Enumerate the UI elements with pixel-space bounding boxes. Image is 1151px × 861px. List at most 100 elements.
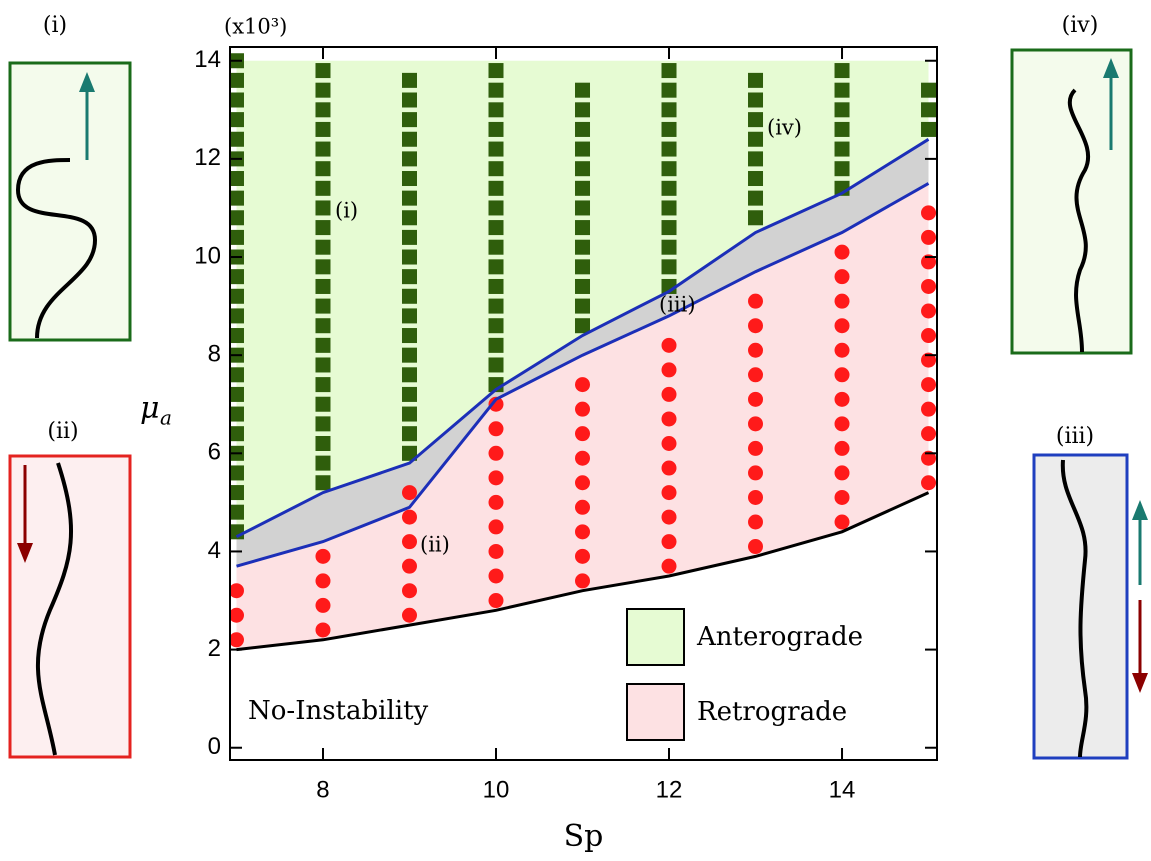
- anterograde-point: [748, 112, 764, 128]
- y-tick-label: 2: [208, 635, 221, 662]
- retrograde-point: [228, 632, 244, 648]
- filament: [35, 462, 73, 756]
- retrograde-point: [748, 342, 764, 358]
- y-tick-label: 8: [208, 341, 221, 368]
- x-tick-label: 14: [829, 776, 856, 803]
- boundary-curve: [236, 182, 930, 568]
- anterograde-point: [488, 239, 504, 255]
- anterograde-point: [748, 151, 764, 167]
- anterograde-point: [315, 180, 331, 196]
- anterograde-point: [748, 131, 764, 147]
- retrograde-point: [834, 367, 850, 383]
- retrograde-point: [575, 548, 591, 564]
- retrograde-point: [921, 377, 937, 393]
- anterograde-point: [748, 171, 764, 187]
- retrograde-point: [834, 342, 850, 358]
- anterograde-point: [834, 121, 850, 137]
- retrograde-point: [921, 278, 937, 294]
- anterograde-point: [575, 318, 591, 334]
- retrograde-point: [401, 583, 417, 599]
- filament: [15, 158, 98, 339]
- retrograde-point: [575, 377, 591, 393]
- retrograde-point: [575, 426, 591, 442]
- anterograde-point: [575, 82, 591, 98]
- retrograde-point: [661, 386, 677, 402]
- retrograde-point: [921, 426, 937, 442]
- anterograde-point: [315, 200, 331, 216]
- y-tick-label: 14: [194, 46, 221, 73]
- plot-frame: [229, 46, 938, 761]
- anterograde-point: [228, 426, 244, 442]
- anterograde-point: [315, 475, 331, 491]
- anterograde-point: [401, 92, 417, 108]
- retrograde-point: [315, 573, 331, 589]
- retrograde-point: [834, 244, 850, 260]
- anterograde-point: [315, 121, 331, 137]
- retrograde-point: [488, 445, 504, 461]
- anterograde-point: [834, 63, 850, 79]
- retrograde-point: [921, 475, 937, 491]
- retrograde-point: [834, 489, 850, 505]
- anterograde-point: [228, 210, 244, 226]
- panel-iv: (iv): [1010, 13, 1133, 355]
- y-axis-label: μ: [140, 391, 160, 426]
- retrograde-point: [661, 460, 677, 476]
- retrograde-point: [834, 293, 850, 309]
- anterograde-point: [575, 180, 591, 196]
- anterograde-point: [488, 337, 504, 353]
- anterograde-point: [488, 82, 504, 98]
- annotation: (iii): [659, 293, 696, 317]
- anterograde-point: [401, 367, 417, 383]
- retrograde-point: [748, 318, 764, 334]
- retrograde-point: [401, 485, 417, 501]
- anterograde-point: [834, 141, 850, 157]
- anterograde-point: [401, 328, 417, 344]
- anterograde-point: [748, 190, 764, 206]
- anterograde-point: [661, 121, 677, 137]
- panel-box: [8, 454, 132, 759]
- anterograde-point: [315, 82, 331, 98]
- filament: [1067, 88, 1090, 353]
- panel-label: (ii): [47, 419, 78, 444]
- anterograde-point: [315, 416, 331, 432]
- x-tick-label: 8: [316, 776, 329, 803]
- anterograde-point: [488, 220, 504, 236]
- anterograde-point: [228, 406, 244, 422]
- gap-region: [236, 139, 929, 567]
- retrograde-point: [834, 269, 850, 285]
- retrograde-point: [661, 485, 677, 501]
- anterograde-point: [315, 259, 331, 275]
- anterograde-point: [661, 239, 677, 255]
- anterograde-point: [315, 396, 331, 412]
- anterograde-point: [575, 298, 591, 314]
- anterograde-point: [661, 259, 677, 275]
- retrograde-point: [661, 337, 677, 353]
- legend-swatch: [626, 683, 685, 741]
- retrograde-point: [921, 450, 937, 466]
- retrograde-point: [748, 440, 764, 456]
- retrograde-point: [748, 514, 764, 530]
- anterograde-point: [401, 229, 417, 245]
- anterograde-point: [228, 92, 244, 108]
- panel-i: (i): [8, 13, 132, 342]
- anterograde-point: [575, 278, 591, 294]
- anterograde-point: [921, 82, 937, 98]
- anterograde-point: [488, 102, 504, 118]
- anterograde-point: [315, 435, 331, 451]
- retrograde-point: [315, 597, 331, 613]
- retrograde-point: [661, 534, 677, 550]
- filament: [1060, 459, 1089, 758]
- anterograde-point: [315, 220, 331, 236]
- anterograde-point: [315, 318, 331, 334]
- retrograde-point: [834, 514, 850, 530]
- y-tick-label: 10: [194, 242, 221, 269]
- retrograde-point: [921, 401, 937, 417]
- anterograde-point: [315, 298, 331, 314]
- retrograde-point: [228, 583, 244, 599]
- retrograde-point: [488, 470, 504, 486]
- anterograde-point: [575, 141, 591, 157]
- retrograde-point: [748, 465, 764, 481]
- retrograde-point: [921, 352, 937, 368]
